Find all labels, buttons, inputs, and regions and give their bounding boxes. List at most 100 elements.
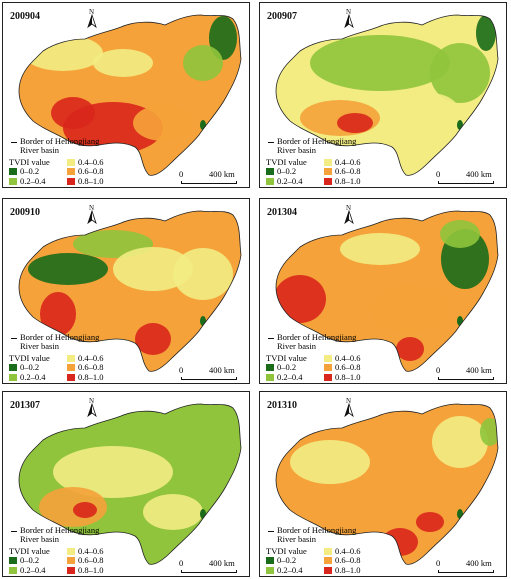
tvdi-zone	[276, 275, 326, 323]
legend-class-label: 0.8–1.0	[335, 176, 361, 186]
scale-line	[181, 181, 237, 184]
tvdi-zone	[113, 247, 193, 291]
legend-class-2: 0.4–0.6	[324, 546, 361, 556]
legend-swatch	[67, 364, 75, 371]
tvdi-legend-title: TVDI value	[9, 353, 50, 363]
border-legend: Border of Heilongjiang River basin	[11, 137, 99, 155]
legend-class-label: 0–0.2	[20, 166, 40, 176]
border-legend: Border of Heilongjiang River basin	[11, 526, 99, 544]
legend-class-3: 0.6–0.8	[324, 555, 361, 565]
legend-swatch	[67, 548, 75, 555]
scale-line	[181, 377, 237, 380]
tvdi-zone	[39, 487, 107, 527]
basin-border	[18, 403, 242, 565]
legend-swatch	[266, 168, 274, 175]
north-label: N	[89, 8, 94, 16]
panel-title: 200904	[10, 11, 40, 22]
legend-swatch	[324, 557, 332, 564]
basin-border	[275, 14, 499, 176]
legend-swatch	[67, 168, 75, 175]
tvdi-zone	[28, 253, 108, 285]
legend-class-label: 0–0.2	[20, 362, 40, 372]
legend-class-0: 0–0.2	[9, 555, 39, 565]
panel-title: 201304	[267, 207, 297, 218]
tvdi-zone	[173, 248, 233, 300]
tvdi-zone	[135, 323, 171, 355]
legend-class-4: 0.8–1.0	[324, 372, 361, 382]
tvdi-zone	[400, 93, 460, 133]
north-arrow-icon: N	[344, 8, 354, 29]
north-arrow-icon: N	[87, 204, 97, 225]
legend-class-4: 0.8–1.0	[324, 565, 361, 575]
legend-class-label: 0–0.2	[277, 555, 297, 565]
legend-class-2: 0.4–0.6	[67, 546, 104, 556]
lake-mark	[457, 316, 463, 326]
north-arrow-icon: N	[344, 397, 354, 418]
legend-swatch	[324, 374, 332, 381]
panel-title: 201310	[267, 400, 297, 411]
basin-border	[18, 210, 242, 372]
basin-map	[275, 210, 499, 372]
legend-class-label: 0.4–0.6	[335, 546, 361, 556]
tvdi-zone	[476, 15, 496, 51]
scale-end: 400 km	[209, 558, 235, 568]
map-panel-201304: 201304 N Border of Heilongjiang River basin…	[259, 198, 507, 384]
legend-class-label: 0.4–0.6	[78, 546, 104, 556]
tvdi-legend-title: TVDI value	[266, 353, 307, 363]
border-label-1: Border of Heilongjiang	[20, 525, 100, 535]
north-arrow-icon: N	[344, 204, 354, 225]
border-legend: Border of Heilongjiang River basin	[11, 333, 99, 351]
legend-class-4: 0.8–1.0	[67, 565, 104, 575]
legend-swatch	[9, 567, 17, 574]
legend-class-label: 0.6–0.8	[335, 555, 361, 565]
map-panel-200904: 200904 N Border of Heilongjiang River basin…	[2, 2, 250, 188]
map-panel-200907: 200907 N Border of Heilongjiang River basin…	[259, 2, 507, 188]
lake-mark	[457, 120, 463, 130]
legend-class-1: 0.2–0.4	[9, 176, 46, 186]
legend-class-label: 0.2–0.4	[277, 565, 303, 575]
basin-map	[275, 403, 499, 565]
legend-swatch	[324, 168, 332, 175]
scale-end: 400 km	[466, 365, 492, 375]
tvdi-zone	[73, 502, 97, 518]
legend-class-1: 0.2–0.4	[9, 372, 46, 382]
tvdi-legend-title: TVDI value	[9, 546, 50, 556]
legend-class-1: 0.2–0.4	[266, 565, 303, 575]
basin-map	[275, 14, 499, 176]
legend-class-label: 0.2–0.4	[20, 565, 46, 575]
legend-class-0: 0–0.2	[266, 555, 296, 565]
basin-border	[275, 210, 499, 372]
north-label: N	[346, 204, 351, 212]
tvdi-zone	[23, 35, 103, 71]
legend-swatch	[67, 567, 75, 574]
legend-class-3: 0.6–0.8	[67, 362, 104, 372]
legend-swatch	[266, 178, 274, 185]
legend-class-label: 0.6–0.8	[78, 555, 104, 565]
tvdi-zone	[133, 105, 193, 141]
legend-class-label: 0.8–1.0	[78, 565, 104, 575]
legend-swatch	[324, 364, 332, 371]
legend-class-label: 0–0.2	[277, 362, 297, 372]
map-panel-201307: 201307 N Border of Heilongjiang River basin…	[2, 391, 250, 577]
legend-class-4: 0.8–1.0	[324, 176, 361, 186]
map-panel-200910: 200910 N Border of Heilongjiang River basin…	[2, 198, 250, 384]
legend-class-label: 0.4–0.6	[78, 353, 104, 363]
border-label-2: River basin	[20, 341, 59, 351]
legend-class-0: 0–0.2	[9, 362, 39, 372]
legend-swatch	[67, 178, 75, 185]
legend-swatch	[67, 159, 75, 166]
scale-line	[438, 181, 494, 184]
border-label-2: River basin	[277, 145, 316, 155]
legend-swatch	[67, 374, 75, 381]
border-label-1: Border of Heilongjiang	[20, 136, 100, 146]
legend-class-label: 0.2–0.4	[20, 176, 46, 186]
legend-class-label: 0.2–0.4	[20, 372, 46, 382]
legend-class-label: 0.6–0.8	[335, 362, 361, 372]
border-line-icon	[268, 337, 274, 339]
north-label: N	[346, 8, 351, 16]
legend-swatch	[266, 557, 274, 564]
legend-swatch	[9, 168, 17, 175]
legend-class-label: 0.4–0.6	[335, 353, 361, 363]
scale-bar: 0 400 km	[432, 365, 500, 381]
legend-class-4: 0.8–1.0	[67, 176, 104, 186]
